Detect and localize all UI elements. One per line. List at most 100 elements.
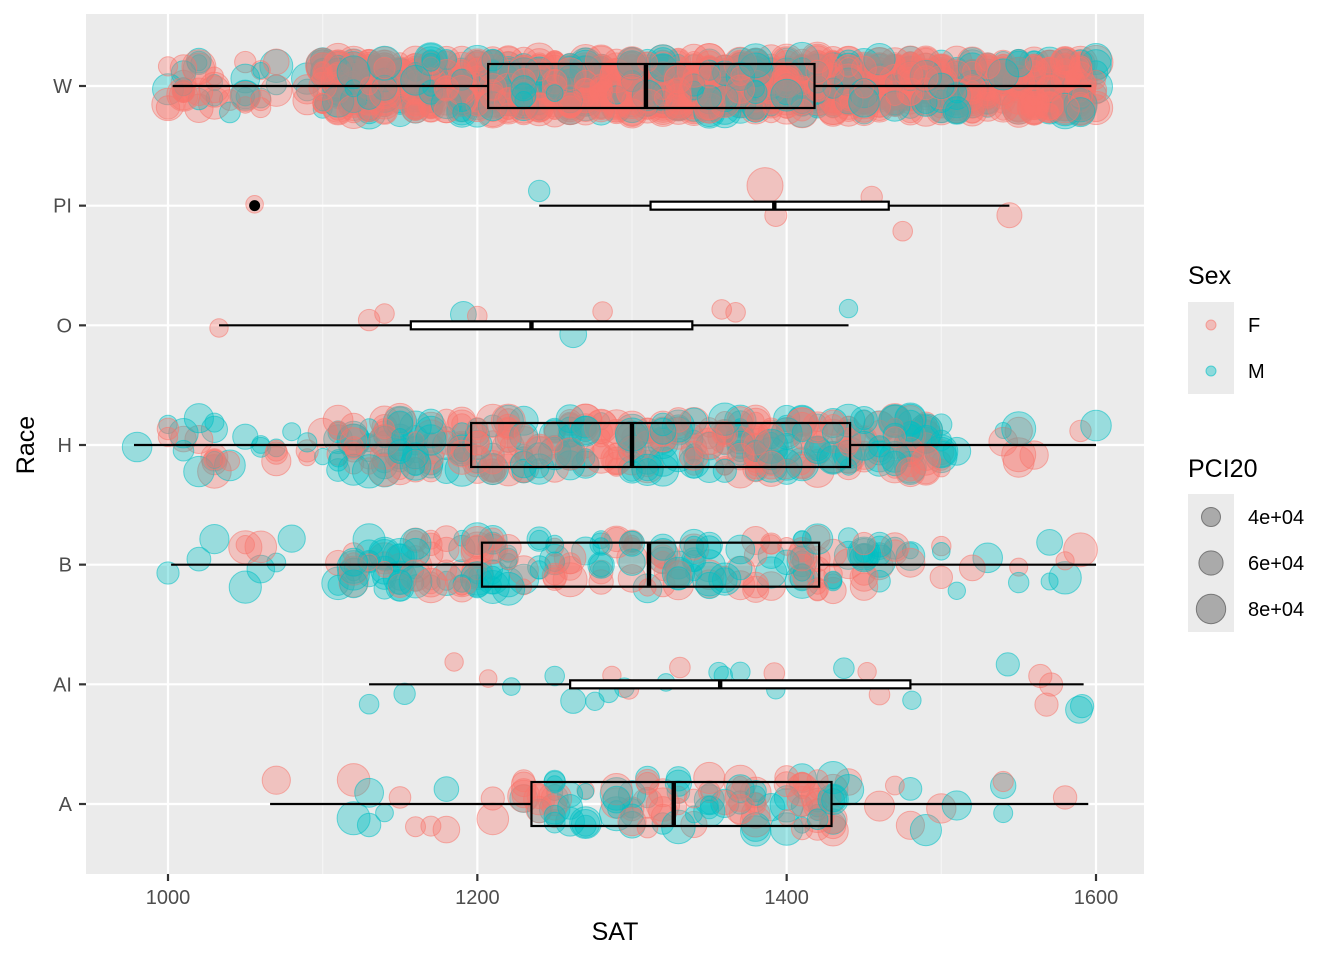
data-point [249,89,272,112]
data-point [491,571,526,606]
data-point [432,815,461,844]
data-point [896,77,925,106]
data-point [232,423,259,450]
y-tick-label: O [56,315,72,337]
data-point [791,818,814,841]
data-point [1009,557,1029,577]
data-point [902,690,922,710]
box-iqr [487,62,816,110]
data-point [1008,571,1030,594]
x-tick-label: 1600 [1074,887,1119,909]
data-point [444,652,464,672]
data-point [803,435,832,465]
data-point [850,406,878,434]
data-point [183,455,215,488]
data-point [1080,409,1112,442]
data-point [693,761,726,795]
data-point [979,84,997,102]
y-tick-label: AI [53,674,72,696]
data-point [773,549,800,576]
jitter-points [121,41,1114,847]
data-point [328,421,348,441]
data-point [400,537,431,568]
data-point [297,432,318,453]
data-point [866,531,893,558]
data-point [636,816,659,839]
data-point [525,442,553,470]
data-point [942,436,972,466]
data-point [838,298,859,319]
data-point [847,536,881,571]
data-point [685,805,703,824]
box-iqr [530,780,833,828]
data-point [1050,94,1080,124]
data-point [339,547,369,577]
data-point [761,534,782,555]
data-point [577,783,595,801]
data-point [351,454,387,489]
data-point [1040,572,1059,591]
data-point [199,524,230,555]
data-point [387,439,413,465]
data-point [715,421,734,440]
data-point [817,815,849,847]
data-point [895,541,926,571]
data-point [974,53,1001,80]
data-point [770,449,803,481]
data-point [156,561,180,585]
data-point [312,92,334,114]
data-point [665,560,692,586]
data-point [476,802,510,836]
data-point [406,457,425,477]
data-point [277,524,306,553]
data-point [172,439,195,462]
data-point [669,656,691,679]
data-point [475,403,510,438]
data-point [599,796,634,832]
data-point [266,438,286,458]
data-point [932,542,951,561]
data-point [693,427,726,460]
legend-size-label: 4e+04 [1248,507,1304,529]
legend-sex-label: F [1248,315,1260,337]
data-point [602,785,631,814]
data-point [157,426,179,448]
data-point [336,763,371,797]
data-point [739,805,772,838]
data-point [569,806,602,839]
outlier-point [249,200,261,212]
data-point [849,572,879,601]
data-point [452,102,472,123]
data-point [529,458,550,479]
box-iqr [470,421,852,469]
data-point [497,549,519,571]
data-point [555,450,586,481]
data-point [339,569,369,599]
data-point [1018,87,1050,119]
data-point [415,424,447,456]
data-point [244,530,278,564]
data-point [157,56,179,77]
y-tick-label: W [53,76,72,98]
data-point [543,811,566,834]
data-point [198,75,231,108]
data-point [900,461,921,482]
data-point [592,301,613,322]
data-point [740,404,772,436]
data-point [447,446,477,475]
data-point [352,523,386,557]
data-point [816,761,850,795]
data-point [898,777,923,801]
data-point [947,581,966,600]
data-point [393,682,416,705]
data-point [557,794,583,820]
data-point [695,571,723,600]
data-point [588,559,614,585]
data-point [645,539,681,574]
data-point [250,60,271,81]
data-point [684,447,704,466]
legend-size-swatch [1198,550,1224,576]
box-iqr [409,320,694,331]
data-point [400,64,431,96]
